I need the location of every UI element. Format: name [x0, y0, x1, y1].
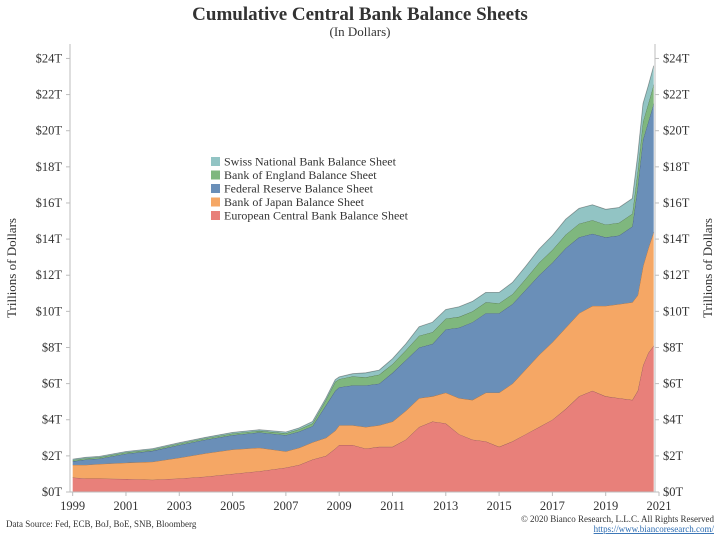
legend-swatch: [211, 184, 220, 193]
legend-label: Bank of England Balance Sheet: [224, 168, 377, 182]
area-series-4: [72, 84, 654, 462]
chart-subtitle: (In Dollars): [329, 24, 390, 39]
x-tick-label: 2013: [433, 499, 458, 513]
y-tick-label-left: $22T: [36, 88, 63, 102]
y-tick-label-right: $18T: [663, 160, 690, 174]
x-tick-label: 2009: [327, 499, 352, 513]
y-tick-label-left: $16T: [36, 196, 63, 210]
x-tick-label: 2011: [380, 499, 405, 513]
y-tick-label-left: $6T: [42, 377, 63, 391]
y-tick-label-left: $20T: [36, 124, 63, 138]
area-series-5: [72, 65, 654, 460]
y-tick-label-right: $22T: [663, 88, 690, 102]
y-tick-label-right: $8T: [663, 340, 684, 354]
legend-label: Federal Reserve Balance Sheet: [224, 182, 374, 196]
x-tick-label: 2019: [593, 499, 618, 513]
x-tick-label: 2017: [540, 499, 565, 513]
chart-title: Cumulative Central Bank Balance Sheets: [192, 4, 528, 25]
legend-label: Swiss National Bank Balance Sheet: [224, 155, 397, 169]
y-tick-label-left: $18T: [36, 160, 63, 174]
y-tick-label-left: $12T: [36, 268, 63, 282]
legend-swatch: [211, 170, 220, 180]
y-tick-label-right: $14T: [663, 232, 690, 246]
area-layers: [72, 65, 655, 492]
y-axis-right: $0T $2T $4T $6T $8T $10T $12T $14T $16T $18T $20T $…: [655, 51, 690, 499]
y-tick-label-left: $0T: [42, 485, 63, 499]
y-tick-label-right: $0T: [663, 485, 684, 499]
y-tick-label-left: $14T: [36, 232, 63, 246]
website-link[interactable]: https://www.biancoresearch.com/: [594, 524, 715, 534]
y-tick-label-right: $16T: [663, 196, 690, 210]
x-tick-label: 2007: [273, 499, 298, 513]
y-tick-label-right: $6T: [663, 377, 684, 391]
area-series-3: [72, 103, 654, 465]
area-series-2: [72, 231, 654, 480]
y-tick-label-right: $24T: [663, 51, 690, 65]
area-series-1: [72, 345, 654, 492]
x-tick-label: 2001: [113, 499, 138, 513]
x-tick-label: 2005: [220, 499, 245, 513]
x-axis: 1999 2001 2003 2005 2007 2009 2011 2013 2015 2017…: [60, 492, 671, 513]
y-tick-label-right: $10T: [663, 304, 690, 318]
y-axis-left: $0T $2T $4T $6T $8T $10T $12T $14T $16T $18T $20T $…: [36, 51, 70, 499]
y-axis-label-right: Trillions of Dollars: [700, 218, 715, 318]
y-tick-label-right: $4T: [663, 413, 684, 427]
y-tick-label-left: $8T: [42, 340, 63, 354]
y-tick-label-left: $4T: [42, 413, 63, 427]
y-tick-label-left: $24T: [36, 51, 63, 65]
x-tick-label: 2021: [646, 499, 671, 513]
data-source-note: Data Source: Fed, ECB, BoJ, BoE, SNB, Bl…: [6, 519, 197, 529]
copyright-note: © 2020 Bianco Research, L.L.C. All Right…: [521, 514, 715, 524]
legend-label: European Central Bank Balance Sheet: [224, 209, 409, 223]
legend-swatch: [211, 211, 220, 220]
legend-swatch: [211, 157, 220, 166]
legend-label: Bank of Japan Balance Sheet: [224, 195, 365, 209]
y-tick-label-right: $2T: [663, 449, 684, 463]
y-tick-label-right: $12T: [663, 268, 690, 282]
area-edge-5: [72, 65, 655, 460]
y-tick-label-right: $20T: [663, 124, 690, 138]
y-axis-label-left: Trillions of Dollars: [4, 218, 19, 318]
x-tick-label: 2003: [167, 499, 192, 513]
y-tick-label-left: $2T: [42, 449, 63, 463]
legend-swatch: [211, 197, 220, 207]
x-tick-label: 2015: [487, 499, 512, 513]
y-tick-label-left: $10T: [36, 304, 63, 318]
x-tick-label: 1999: [60, 499, 85, 513]
